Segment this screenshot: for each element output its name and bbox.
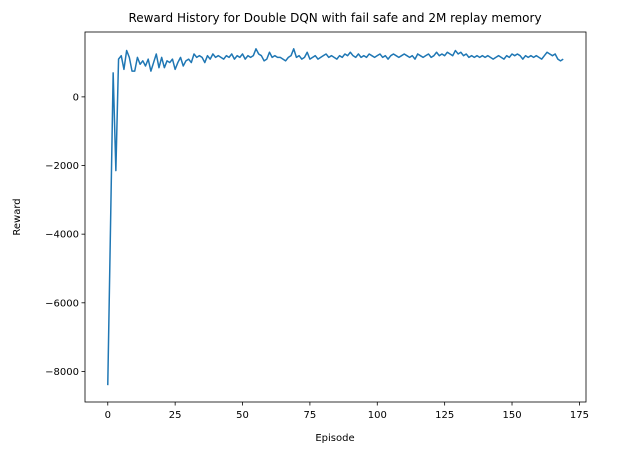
y-tick-label: 0	[73, 92, 79, 103]
x-tick-label: 100	[368, 410, 387, 421]
data-line	[107, 48, 564, 386]
x-tick-label: 150	[502, 410, 521, 421]
x-tick-label: 125	[435, 410, 454, 421]
x-tick-label: 75	[304, 410, 317, 421]
x-axis-label: Episode	[315, 433, 354, 444]
y-tick-label: −4000	[45, 230, 79, 241]
x-tick-label: 0	[105, 410, 111, 421]
x-tick-label: 50	[236, 410, 249, 421]
y-tick-label: −2000	[45, 161, 79, 172]
chart-title: Reward History for Double DQN with fail …	[128, 11, 541, 25]
x-tick-label: 25	[169, 410, 182, 421]
y-tick-label: −6000	[45, 298, 79, 309]
plot-frame	[84, 31, 587, 403]
y-axis-label: Reward	[12, 198, 23, 235]
y-tick-label: −8000	[45, 367, 79, 378]
x-tick-label: 175	[570, 410, 589, 421]
